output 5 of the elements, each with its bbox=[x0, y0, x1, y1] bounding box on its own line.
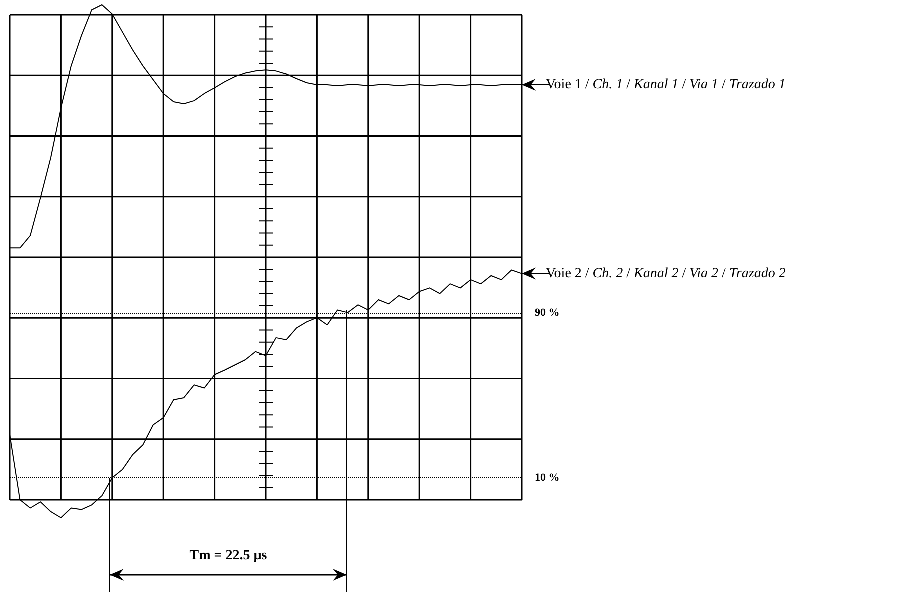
text: 10 % bbox=[535, 472, 560, 484]
text: Voie 2 / Ch. 2 / Kanal 2 / Via 2 / Trazado 2 bbox=[546, 266, 786, 282]
text: Voie 1 / Ch. 1 / Kanal 1 / Via 1 / Trazado 1 bbox=[546, 78, 786, 93]
text: 90 % bbox=[535, 306, 560, 319]
text: Tm = 22.5 µs bbox=[190, 548, 268, 564]
